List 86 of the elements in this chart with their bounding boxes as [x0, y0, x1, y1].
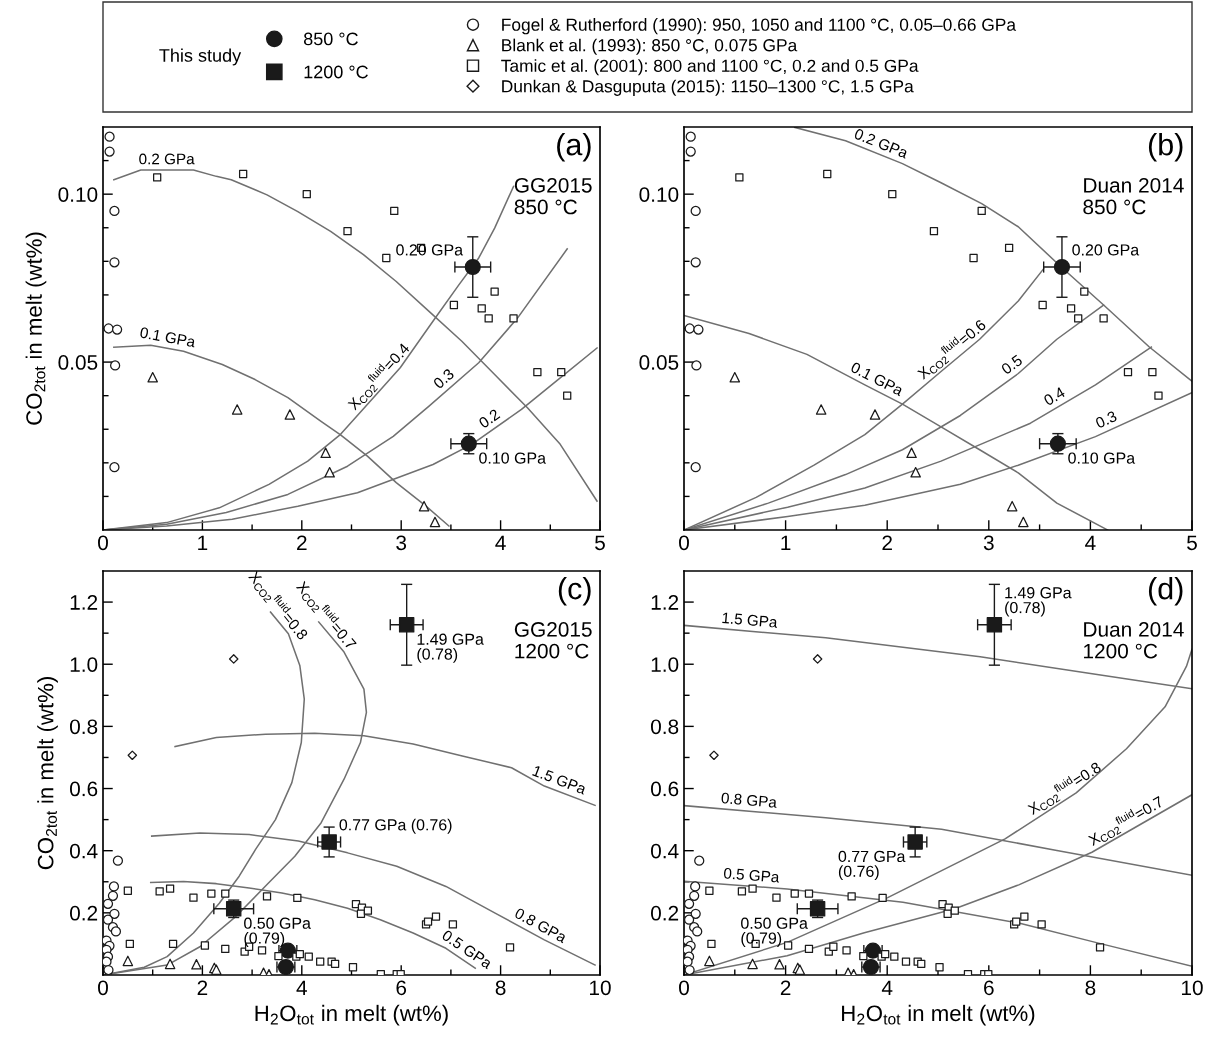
annotation: 0.3	[432, 368, 455, 390]
annotation: X$_{CO2}$$^{fluid}$=0.4	[345, 340, 412, 413]
x-tick-label: 0	[679, 535, 689, 551]
y-tick-label: 0.2	[69, 905, 98, 921]
annotation: 0.50 GPa (0.79)	[741, 917, 808, 947]
annotation: 0.5 GPa	[723, 867, 780, 883]
y-tick-label: 0.4	[650, 843, 679, 859]
annotation: 0.2	[477, 408, 501, 429]
x-tick-label: 0	[679, 980, 689, 996]
annotation: 1.49 GPa (0.78)	[417, 633, 484, 663]
annotation: 0.77 GPa (0.76)	[339, 818, 452, 834]
legend-label: 850 °C	[303, 32, 358, 46]
annotation: Duan 2014 1200 °C	[1084, 622, 1184, 659]
x-tick-label: 8	[495, 980, 506, 996]
x-axis-title: H$_{2}$O$_{tot}$ in melt (wt%)	[842, 1004, 1035, 1026]
annotation: 0.8 GPa	[513, 907, 568, 944]
y-tick-label: 0.10	[58, 187, 98, 202]
x-tick-label: 6	[984, 980, 994, 996]
legend-label: Fogel & Rutherford (1990): 950, 1050 and 1100 °C, 0.05–0.66 GPa	[502, 18, 1017, 35]
annotation: 0.10 GPa	[479, 452, 546, 464]
annotation: 0.2 GPa	[853, 128, 910, 159]
y-tick-label: 0.6	[69, 781, 98, 797]
annotation: 0.4	[1042, 386, 1066, 406]
x-tick-label: 5	[595, 535, 605, 551]
y-tick-label: 0.8	[650, 719, 679, 735]
annotation: 1.5 GPa	[532, 765, 588, 795]
x-tick-label: 0	[98, 980, 108, 996]
y-tick-label: 1.2	[651, 595, 679, 610]
y-tick-label: 0.6	[650, 781, 679, 797]
annotation: 1.49 GPa (0.78)	[1005, 587, 1072, 617]
y-tick-label: 0.4	[69, 843, 98, 859]
x-tick-label: 1	[198, 535, 208, 550]
annotation: (d)	[1148, 577, 1183, 606]
annotation: X$_{CO2}$$^{fluid}$=0.6	[914, 316, 989, 382]
x-tick-label: 0	[98, 535, 108, 551]
annotation: Duan 2014 850 °C	[1083, 177, 1184, 215]
annotation: 0.1 GPa	[850, 361, 905, 397]
annotation: (a)	[557, 133, 591, 162]
annotation: 0.5	[1000, 354, 1024, 375]
legend-title: This study	[159, 48, 242, 66]
x-tick-label: 3	[396, 535, 407, 551]
x-axis-title: H$_{2}$O$_{tot}$ in melt (wt%)	[255, 1004, 448, 1026]
annotation: 0.8 GPa	[721, 792, 778, 808]
y-tick-label: 0.05	[58, 355, 98, 370]
y-tick-label: 1.0	[651, 657, 679, 672]
x-tick-label: 4	[296, 980, 307, 995]
annotation: 0.2 GPa	[139, 153, 195, 165]
annotation: 0.10 GPa	[1068, 452, 1136, 464]
y-tick-label: 1.2	[70, 595, 98, 610]
annotation: 0.5 GPa	[441, 929, 494, 970]
y-tick-label: 0.8	[69, 719, 98, 735]
annotation: 0.3	[1094, 410, 1118, 429]
x-tick-label: 10	[590, 980, 611, 996]
legend-label: 1200 °C	[304, 65, 368, 79]
x-tick-label: 5	[1187, 535, 1197, 551]
y-tick-label: 1.0	[70, 657, 98, 672]
x-tick-label: 3	[983, 535, 994, 551]
annotation: (b)	[1148, 133, 1183, 162]
x-tick-label: 4	[881, 980, 893, 995]
annotation: GG2015 850 °C	[514, 177, 592, 215]
x-tick-label: 2	[780, 980, 791, 995]
x-tick-label: 4	[495, 535, 506, 550]
annotation: 1.5 GPa	[722, 612, 778, 628]
x-tick-label: 2	[882, 535, 892, 550]
annotation: 0.1 GPa	[139, 326, 197, 348]
x-tick-label: 2	[197, 980, 208, 995]
y-tick-label: 0.2	[650, 905, 679, 921]
annotation: 0.20 GPa	[1072, 244, 1140, 256]
x-tick-label: 8	[1085, 980, 1096, 996]
x-tick-label: 2	[297, 535, 307, 550]
legend-label: Dunkan & Dasguputa (2015): 1150–1300 °C, 1.5 GPa	[502, 79, 914, 96]
annotation: GG2015 1200 °C	[514, 622, 592, 659]
legend-label: Blank et al. (1993): 850 °C, 0.075 GPa	[502, 38, 798, 55]
y-tick-label: 0.10	[639, 187, 679, 202]
x-tick-label: 1	[781, 535, 791, 550]
annotation: 0.77 GPa (0.76)	[838, 850, 906, 881]
x-tick-label: 10	[1182, 980, 1203, 996]
x-tick-label: 6	[396, 980, 407, 996]
y-tick-label: 0.05	[639, 355, 679, 370]
x-tick-label: 4	[1085, 535, 1096, 550]
annotation: (c)	[558, 577, 591, 606]
legend-label: Tamic et al. (2001): 800 and 1100 °C, 0.2 and 0.5 GPa	[501, 59, 919, 76]
annotation: 0.50 GPa (0.79)	[244, 917, 311, 947]
y-axis-title: CO$_{2tot}$ in melt (wt%)	[37, 677, 58, 870]
y-axis-title: CO$_{2tot}$ in melt (wt%)	[25, 232, 47, 425]
annotation: 0.20 GPa	[396, 244, 464, 256]
